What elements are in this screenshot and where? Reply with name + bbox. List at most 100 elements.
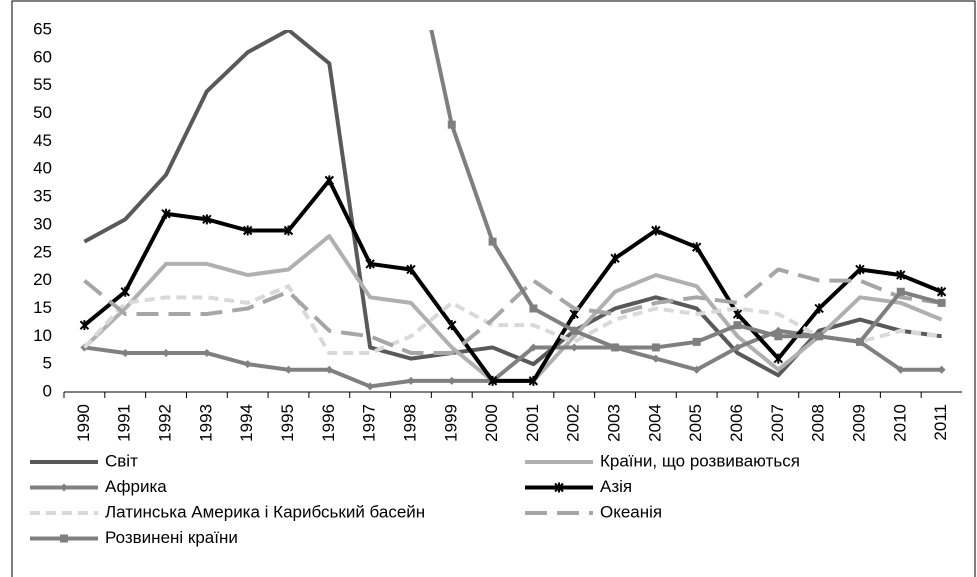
legend-label: Світ xyxy=(105,451,138,470)
marker xyxy=(202,349,211,358)
marker xyxy=(121,349,130,358)
x-tick-label: 2003 xyxy=(605,404,624,442)
marker xyxy=(651,225,661,236)
legend-label: Азія xyxy=(600,477,632,496)
marker xyxy=(569,309,579,320)
marker xyxy=(242,225,253,236)
marker xyxy=(447,376,456,385)
marker xyxy=(733,321,742,330)
x-tick-label: 2002 xyxy=(564,404,583,442)
marker xyxy=(243,360,252,369)
marker xyxy=(406,376,415,385)
y-tick-label: 55 xyxy=(33,75,52,94)
legend-label: Країни, що розвиваються xyxy=(600,451,800,470)
marker xyxy=(651,343,660,352)
marker xyxy=(570,343,579,352)
marker xyxy=(283,225,294,236)
marker xyxy=(447,120,456,129)
marker xyxy=(651,354,660,363)
marker xyxy=(529,304,538,313)
marker xyxy=(366,382,375,391)
y-tick-label: 30 xyxy=(33,214,52,233)
marker xyxy=(610,253,620,264)
y-tick-label: 35 xyxy=(33,187,52,206)
marker xyxy=(855,264,865,275)
marker xyxy=(936,286,947,297)
y-tick-label: 60 xyxy=(33,47,52,66)
y-tick-label: 10 xyxy=(33,326,52,345)
series-line xyxy=(82,284,942,356)
marker xyxy=(896,287,905,296)
marker xyxy=(161,208,171,219)
x-tick-label: 1999 xyxy=(441,404,460,442)
legend-label: Африка xyxy=(105,477,167,496)
legend-label: Океанія xyxy=(600,502,662,521)
marker xyxy=(937,365,946,374)
marker xyxy=(529,343,538,352)
y-tick-label: 40 xyxy=(33,159,52,178)
x-tick-label: 1995 xyxy=(278,404,297,442)
x-tick-label: 2005 xyxy=(686,404,705,442)
y-tick-label: 5 xyxy=(43,354,52,373)
marker xyxy=(325,365,334,374)
marker xyxy=(162,349,171,358)
marker xyxy=(120,286,130,297)
marker xyxy=(447,320,457,331)
marker xyxy=(774,332,783,341)
legend: Світ Країни, що розвиваються Африка Азія Лат… xyxy=(30,451,800,547)
x-tick-label: 1993 xyxy=(196,404,215,442)
legend-label: Латинська Америка і Карибський басейн xyxy=(105,502,425,521)
marker xyxy=(60,483,68,492)
plot xyxy=(79,30,947,391)
marker xyxy=(732,309,743,320)
x-tick-label: 1992 xyxy=(156,404,175,442)
x-tick-label: 2004 xyxy=(645,404,664,442)
series-line xyxy=(429,30,943,350)
x-tick-label: 2007 xyxy=(768,404,787,442)
marker xyxy=(855,337,864,346)
axes: 0 5 10 15 20 25 30 35 40 45 50 55 60 65 1990 1991 1992 19… xyxy=(33,19,962,442)
x-tick-label: 1996 xyxy=(319,404,338,442)
marker xyxy=(814,303,824,314)
y-tick-label: 50 xyxy=(33,103,52,122)
marker xyxy=(554,482,564,493)
x-tick-label: 2010 xyxy=(890,404,909,442)
marker xyxy=(937,298,946,307)
marker xyxy=(691,242,702,253)
x-tick-label: 1994 xyxy=(237,404,256,442)
y-tick-label: 45 xyxy=(33,131,52,150)
marker xyxy=(611,343,620,352)
marker xyxy=(528,375,539,386)
x-tick-label: 2008 xyxy=(809,404,828,442)
series-line xyxy=(83,178,943,383)
y-tick-label: 0 xyxy=(43,381,52,400)
marker xyxy=(692,365,701,374)
series-line xyxy=(83,234,943,383)
x-tick-label: 2009 xyxy=(849,404,868,442)
y-tick-label: 20 xyxy=(33,270,52,289)
chart-frame xyxy=(11,0,976,577)
x-tick-label: 2000 xyxy=(482,404,501,442)
x-tick-label: 2006 xyxy=(727,404,746,442)
marker xyxy=(79,320,90,331)
x-tick-label: 2001 xyxy=(523,404,542,442)
marker xyxy=(365,258,375,269)
marker xyxy=(692,337,701,346)
x-tick-label: 1990 xyxy=(74,404,93,442)
marker xyxy=(896,270,906,281)
series-line xyxy=(83,267,942,356)
x-tick-label: 1998 xyxy=(400,404,419,442)
x-tick-label: 2011 xyxy=(931,404,950,441)
y-tick-label: 65 xyxy=(33,19,52,38)
marker xyxy=(60,534,68,543)
y-tick-label: 25 xyxy=(33,242,52,261)
marker xyxy=(487,375,498,386)
marker xyxy=(324,175,335,186)
marker xyxy=(570,326,579,335)
x-tick-label: 1991 xyxy=(115,404,134,442)
series-line xyxy=(83,30,942,378)
marker xyxy=(815,332,824,341)
marker xyxy=(896,365,905,374)
marker xyxy=(773,353,784,364)
